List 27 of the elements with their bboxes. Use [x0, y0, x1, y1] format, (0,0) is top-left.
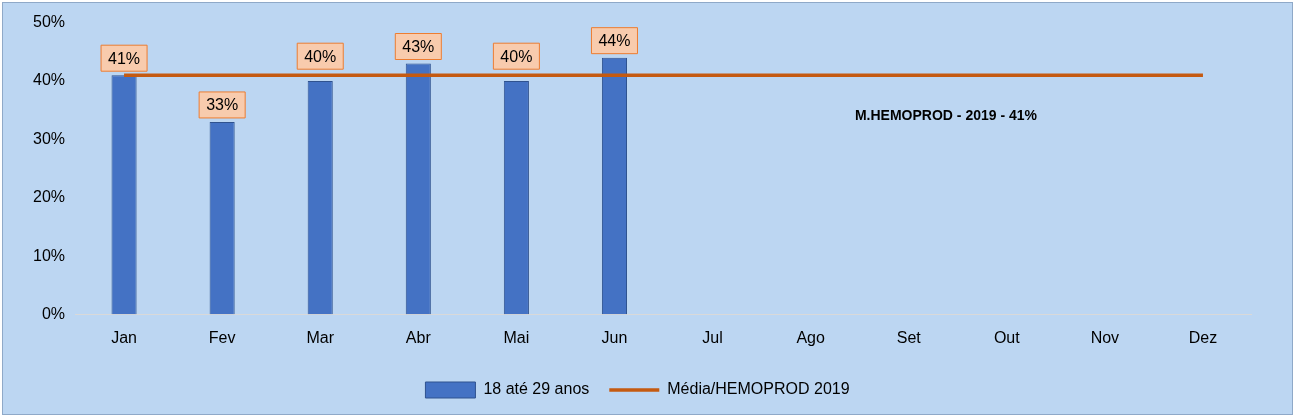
y-tick-label: 20%	[32, 188, 66, 206]
y-tick-label: 0%	[41, 305, 66, 323]
x-tick-label: Mai	[503, 328, 530, 346]
legend-label: Média/HEMOPROD 2019	[667, 380, 850, 398]
x-tick-label: Nov	[1090, 328, 1120, 346]
data-label: 33%	[206, 96, 239, 114]
data-label: 44%	[598, 32, 631, 50]
x-tick-label: Mar	[306, 328, 335, 346]
data-label: 40%	[304, 47, 337, 65]
x-tick-label: Ago	[796, 328, 825, 346]
annotation: M.HEMOPROD - 2019 - 41%	[854, 106, 1038, 123]
x-tick-label: Out	[993, 328, 1021, 346]
x-tick-label: Jan	[111, 328, 137, 346]
y-tick-label: 50%	[32, 13, 66, 31]
x-tick-label: Set	[896, 328, 922, 346]
y-tick-label: 40%	[32, 71, 66, 89]
y-tick-label: 30%	[32, 129, 66, 147]
x-tick-label: Fev	[208, 328, 236, 346]
legend-label: 18 até 29 anos	[483, 380, 590, 398]
x-tick-label: Jun	[601, 328, 628, 346]
data-label: 40%	[500, 47, 533, 65]
data-label: 41%	[108, 49, 141, 67]
data-label: 43%	[402, 37, 435, 55]
x-tick-label: Abr	[405, 328, 432, 346]
x-tick-label: Jul	[702, 328, 723, 346]
y-tick-label: 10%	[32, 246, 66, 264]
x-tick-label: Dez	[1188, 328, 1218, 346]
